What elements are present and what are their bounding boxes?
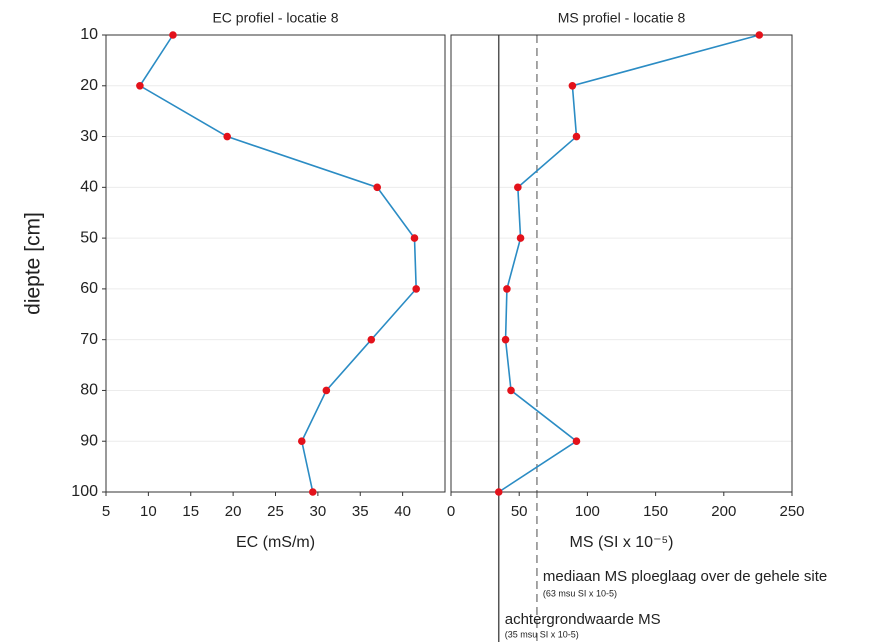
data-line xyxy=(138,34,417,493)
data-point xyxy=(514,183,522,192)
y-tick-label: 60 xyxy=(80,280,98,297)
data-point xyxy=(507,386,515,395)
x-tick-label: 150 xyxy=(643,503,668,520)
x-tick-label: 100 xyxy=(575,503,600,520)
y-tick-label: 50 xyxy=(80,229,98,246)
data-point xyxy=(501,335,510,344)
y-tick-label: 20 xyxy=(80,77,98,94)
x-tick-label: 20 xyxy=(225,503,242,520)
x-tick-label: 10 xyxy=(140,503,157,520)
reference-label: achtergrondwaarde MS xyxy=(505,611,661,628)
x-tick-label: 25 xyxy=(267,503,284,520)
panel-title: MS profiel - locatie 8 xyxy=(558,10,686,26)
y-tick-label: 40 xyxy=(80,179,98,196)
x-axis-label: MS (SI x 10⁻⁵) xyxy=(570,534,674,551)
x-tick-label: 15 xyxy=(182,503,199,520)
panel-title: EC profiel - locatie 8 xyxy=(212,10,338,26)
data-point xyxy=(503,285,511,293)
x-tick-label: 250 xyxy=(779,503,804,520)
x-tick-label: 40 xyxy=(394,503,411,520)
data-point xyxy=(755,31,764,39)
reference-note: (63 msu SI x 10-5) xyxy=(543,588,617,598)
data-point xyxy=(297,437,306,446)
x-tick-label: 5 xyxy=(102,503,110,520)
x-tick-label: 30 xyxy=(310,503,327,520)
y-tick-label: 80 xyxy=(80,382,98,399)
data-point xyxy=(568,81,577,90)
y-tick-label: 30 xyxy=(80,128,98,145)
data-point xyxy=(494,488,503,496)
plot-frame xyxy=(450,34,793,493)
x-axis-label: EC (mS/m) xyxy=(236,534,315,551)
data-point xyxy=(373,183,382,192)
data-point xyxy=(367,335,376,344)
x-tick-label: 0 xyxy=(447,503,455,520)
y-tick-label: 10 xyxy=(80,26,98,43)
data-point xyxy=(516,234,525,242)
y-tick-label: 70 xyxy=(80,331,98,348)
y-tick-label: 90 xyxy=(80,432,98,449)
data-point xyxy=(223,132,231,141)
x-tick-label: 50 xyxy=(511,503,528,520)
data-point xyxy=(572,437,581,446)
x-tick-label: 200 xyxy=(711,503,736,520)
plot-frame xyxy=(105,34,446,493)
data-point xyxy=(136,81,144,90)
data-point xyxy=(308,488,317,496)
data-point xyxy=(410,234,419,242)
y-axis-label: diepte [cm] xyxy=(22,212,45,315)
y-tick-label: 100 xyxy=(71,483,98,500)
data-point xyxy=(169,31,177,39)
data-point xyxy=(412,285,420,293)
data-line xyxy=(498,34,760,493)
data-point xyxy=(322,386,331,395)
reference-note: (35 msu SI x 10-5) xyxy=(505,629,579,639)
reference-label: mediaan MS ploeglaag over de gehele site xyxy=(543,568,827,585)
data-point xyxy=(572,132,581,141)
x-tick-label: 35 xyxy=(352,503,369,520)
